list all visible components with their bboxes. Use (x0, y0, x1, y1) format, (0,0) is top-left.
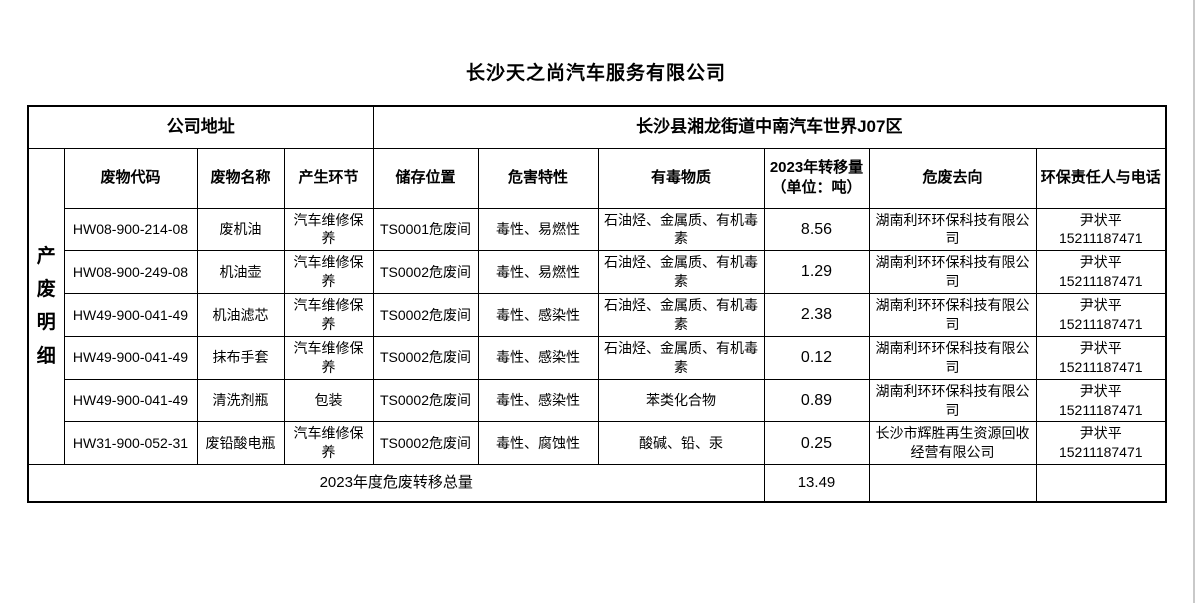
cell-stage: 汽车维修保养 (283, 207, 374, 252)
column-header-contact: 环保责任人与电话 (1035, 147, 1167, 209)
cell-storage: TS0002危废间 (372, 421, 479, 466)
contact-phone: 15211187471 (1058, 315, 1143, 332)
cell-hazard: 毒性、感染性 (477, 378, 599, 423)
cell-waste-name: 清洗剂瓶 (196, 378, 285, 423)
cell-storage: TS0002危废间 (372, 250, 479, 295)
cell-contact: 尹状平 15211187471 (1035, 378, 1167, 423)
table-header-row: 产废明细 废物代码 废物名称 产生环节 储存位置 危害特性 有毒物质 2023年… (27, 147, 1167, 466)
total-amount: 13.49 (763, 464, 870, 503)
table-row: HW49-900-041-49 抹布手套 汽车维修保养 TS0002危废间 毒性… (28, 335, 1167, 380)
contact-phone: 15211187471 (1058, 358, 1143, 375)
cell-waste-name: 废铅酸电瓶 (196, 421, 285, 466)
total-contact-empty (1035, 464, 1167, 503)
cell-destination: 湖南利环环保科技有限公司 (868, 378, 1037, 423)
cell-amount: 8.56 (763, 207, 870, 252)
cell-contact: 尹状平 15211187471 (1035, 207, 1167, 252)
cell-waste-code: HW49-900-041-49 (63, 293, 198, 337)
cell-waste-name: 机油滤芯 (196, 293, 285, 337)
cell-toxic: 石油烃、金属质、有机毒素 (597, 293, 765, 337)
cell-stage: 包装 (283, 378, 374, 423)
total-label: 2023年度危废转移总量 (27, 464, 765, 503)
table-row: HW49-900-041-49 清洗剂瓶 包装 TS0002危废间 毒性、感染性… (28, 378, 1167, 423)
cell-contact: 尹状平 15211187471 (1035, 335, 1167, 380)
cell-amount: 0.25 (763, 421, 870, 466)
cell-stage: 汽车维修保养 (283, 293, 374, 337)
cell-hazard: 毒性、易燃性 (477, 250, 599, 295)
total-row: 2023年度危废转移总量 13.49 (27, 464, 1167, 503)
cell-contact: 尹状平 15211187471 (1035, 293, 1167, 337)
cell-toxic: 石油烃、金属质、有机毒素 (597, 335, 765, 380)
cell-destination: 湖南利环环保科技有限公司 (868, 207, 1037, 252)
cell-waste-code: HW08-900-249-08 (63, 250, 198, 295)
cell-hazard: 毒性、感染性 (477, 335, 599, 380)
cell-waste-code: HW31-900-052-31 (63, 421, 198, 466)
page-edge-line (1193, 0, 1195, 603)
total-destination-empty (868, 464, 1037, 503)
cell-hazard: 毒性、易燃性 (477, 207, 599, 252)
contact-phone: 15211187471 (1058, 230, 1143, 247)
cell-amount: 0.89 (763, 378, 870, 423)
column-header-destination: 危废去向 (868, 147, 1037, 209)
table-row: HW49-900-041-49 机油滤芯 汽车维修保养 TS0002危废间 毒性… (28, 293, 1167, 337)
cell-storage: TS0001危废间 (372, 207, 479, 252)
cell-storage: TS0002危废间 (372, 335, 479, 380)
contact-name: 尹状平 (1079, 297, 1122, 314)
cell-waste-name: 抹布手套 (196, 335, 285, 380)
contact-name: 尹状平 (1079, 254, 1122, 271)
column-header-toxic: 有毒物质 (597, 147, 765, 209)
cell-waste-code: HW49-900-041-49 (63, 378, 198, 423)
cell-amount: 1.29 (763, 250, 870, 295)
table-row: HW31-900-052-31 废铅酸电瓶 汽车维修保养 TS0002危废间 毒… (28, 421, 1167, 466)
company-address-label: 公司地址 (27, 105, 374, 149)
cell-toxic: 苯类化合物 (597, 378, 765, 423)
cell-waste-code: HW08-900-214-08 (63, 207, 198, 252)
company-address-value: 长沙县湘龙街道中南汽车世界J07区 (372, 105, 1167, 149)
cell-storage: TS0002危废间 (372, 378, 479, 423)
cell-waste-name: 机油壶 (196, 250, 285, 295)
section-label-cell: 产废明细 (27, 147, 65, 466)
cell-hazard: 毒性、感染性 (477, 293, 599, 337)
cell-waste-name: 废机油 (196, 207, 285, 252)
column-header-storage: 储存位置 (372, 147, 479, 209)
company-address-row: 公司地址 长沙县湘龙街道中南汽车世界J07区 (27, 105, 1167, 149)
cell-storage: TS0002危废间 (372, 293, 479, 337)
cell-stage: 汽车维修保养 (283, 421, 374, 466)
contact-phone: 15211187471 (1058, 444, 1143, 461)
cell-destination: 湖南利环环保科技有限公司 (868, 335, 1037, 380)
column-header-waste-code: 废物代码 (63, 147, 198, 209)
column-header-waste-name: 废物名称 (196, 147, 285, 209)
cell-stage: 汽车维修保养 (283, 250, 374, 295)
contact-phone: 15211187471 (1058, 273, 1143, 290)
cell-destination: 长沙市辉胜再生资源回收经营有限公司 (868, 421, 1037, 466)
cell-toxic: 酸碱、铅、汞 (597, 421, 765, 466)
contact-name: 尹状平 (1079, 425, 1122, 442)
transfer-header-line1: 2023年转移量 (769, 158, 864, 176)
column-header-transfer-amount: 2023年转移量 （单位：吨） (763, 147, 870, 209)
contact-name: 尹状平 (1079, 382, 1122, 399)
cell-hazard: 毒性、腐蚀性 (477, 421, 599, 466)
column-header-stage: 产生环节 (283, 147, 374, 209)
column-header-hazard: 危害特性 (477, 147, 599, 209)
cell-amount: 0.12 (763, 335, 870, 380)
page-title: 长沙天之尚汽车服务有限公司 (465, 63, 726, 84)
contact-name: 尹状平 (1079, 339, 1122, 356)
cell-destination: 湖南利环环保科技有限公司 (868, 250, 1037, 295)
cell-destination: 湖南利环环保科技有限公司 (868, 293, 1037, 337)
table-row: HW08-900-249-08 机油壶 汽车维修保养 TS0002危废间 毒性、… (28, 250, 1167, 295)
hazardous-waste-table: 公司地址 长沙县湘龙街道中南汽车世界J07区 产废明细 废物代码 废物名称 产生… (27, 105, 1168, 503)
section-label: 产废明细 (36, 245, 56, 367)
cell-stage: 汽车维修保养 (283, 335, 374, 380)
table-row: HW08-900-214-08 废机油 汽车维修保养 TS0001危废间 毒性、… (28, 207, 1167, 252)
cell-waste-code: HW49-900-041-49 (63, 335, 198, 380)
cell-contact: 尹状平 15211187471 (1035, 250, 1167, 295)
cell-contact: 尹状平 15211187471 (1035, 421, 1167, 466)
contact-phone: 15211187471 (1058, 401, 1143, 418)
cell-amount: 2.38 (763, 293, 870, 337)
cell-toxic: 石油烃、金属质、有机毒素 (597, 250, 765, 295)
cell-toxic: 石油烃、金属质、有机毒素 (597, 207, 765, 252)
contact-name: 尹状平 (1079, 211, 1122, 228)
transfer-header-line2: （单位：吨） (771, 179, 862, 196)
